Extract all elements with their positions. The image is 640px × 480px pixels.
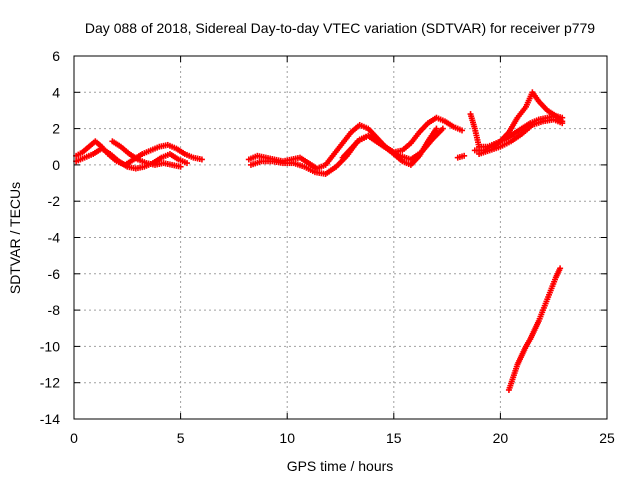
data-point	[557, 265, 564, 272]
data-point	[439, 125, 446, 132]
y-tick-label: -4	[48, 230, 61, 246]
x-tick-label: 20	[493, 430, 509, 446]
data-points-layer	[73, 89, 566, 393]
data-point	[559, 120, 566, 127]
y-axis-label: SDTVAR / TECUs	[7, 182, 23, 294]
x-tick-label: 0	[70, 430, 78, 446]
x-axis-label: GPS time / hours	[287, 458, 394, 474]
data-point	[433, 125, 440, 132]
y-tick-label: 0	[52, 157, 60, 173]
chart-title: Day 088 of 2018, Sidereal Day-to-day VTE…	[85, 20, 595, 36]
y-tick-label: -8	[48, 302, 61, 318]
y-tick-label: -10	[40, 338, 60, 354]
y-tick-label: -12	[40, 375, 60, 391]
x-tick-label: 25	[599, 430, 615, 446]
data-point	[198, 156, 205, 163]
data-point	[183, 160, 190, 167]
data-point	[459, 127, 466, 134]
data-point	[461, 152, 468, 159]
y-tick-label: -2	[48, 193, 61, 209]
y-tick-label: -14	[40, 411, 60, 427]
x-tick-label: 15	[386, 430, 402, 446]
y-tick-label: 6	[52, 48, 60, 64]
grid-layer	[74, 56, 607, 419]
y-tick-label: -6	[48, 266, 61, 282]
x-tick-label: 5	[177, 430, 185, 446]
y-tick-label: 4	[52, 84, 60, 100]
y-tick-label: 2	[52, 121, 60, 137]
x-tick-label: 10	[279, 430, 295, 446]
data-point	[177, 163, 184, 170]
ticks-layer: 0 5 10 15 20 25 -14 -12 -10 -8 -6 -4 -2 0 2 4 6	[40, 48, 615, 446]
